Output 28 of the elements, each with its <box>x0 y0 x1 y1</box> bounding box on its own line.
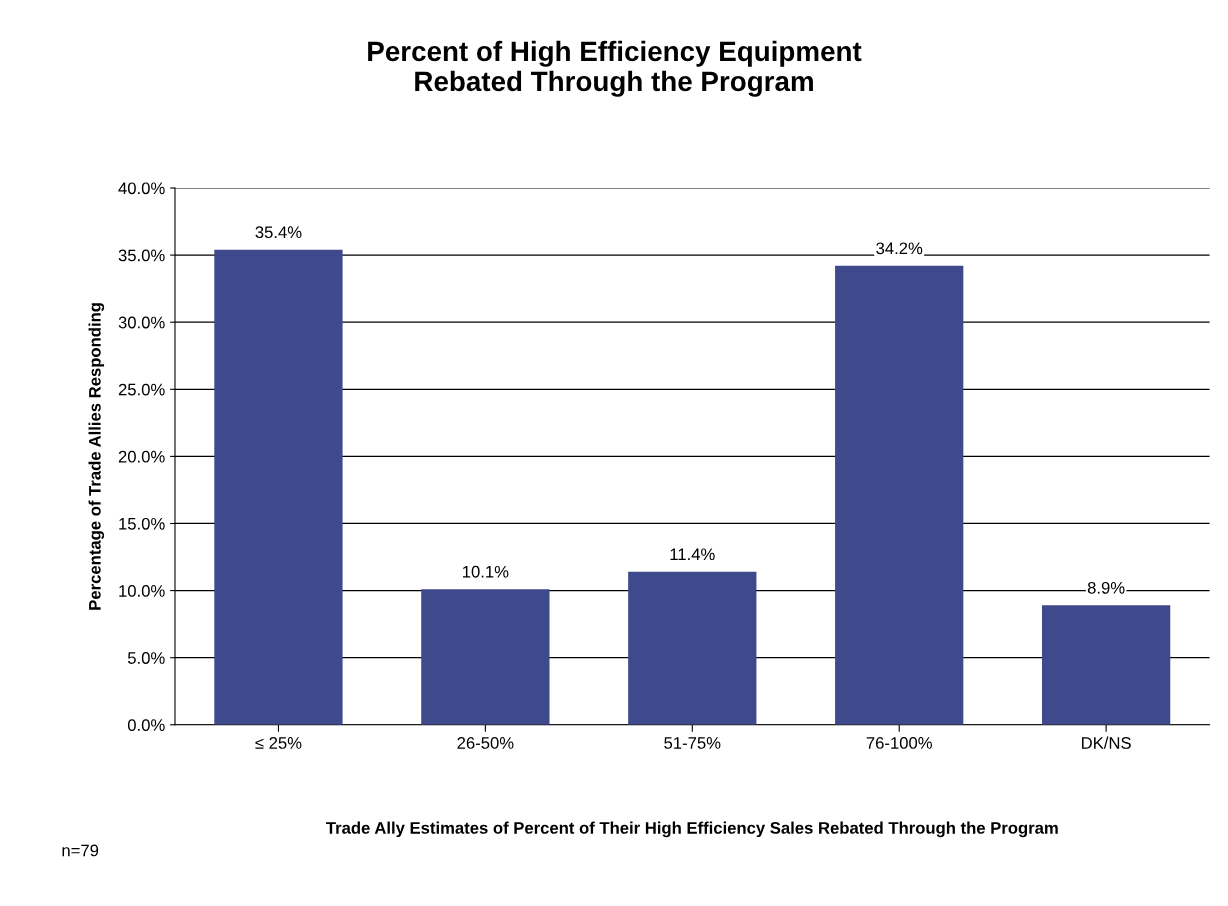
bar <box>421 589 550 725</box>
bar <box>1041 605 1171 725</box>
y-tick-label: 10.0% <box>119 585 165 597</box>
chart-title: Percent of High Efficiency Equipment Rebated Through the Program <box>368 40 862 97</box>
bar <box>628 571 757 725</box>
y-tick-label: 5.0% <box>127 652 165 664</box>
y-tick-label: 25.0% <box>118 383 165 396</box>
y-tick-label: 15.0% <box>119 517 165 530</box>
data-label: 35.4% <box>255 226 302 239</box>
text: n=79 <box>62 844 99 857</box>
data-label: 11.4% <box>670 548 715 561</box>
y-tick-label: 35.0% <box>118 249 165 262</box>
y-tick-label: 20.0% <box>118 450 165 463</box>
bar <box>214 249 343 725</box>
y-axis-title: Percentage of Trade Allies Responding <box>88 303 105 610</box>
y-tick-label: 40.0% <box>118 182 165 195</box>
data-label: 10.1% <box>463 565 509 578</box>
x-tick-label: DK/NS <box>1082 736 1131 749</box>
x-tick-label: 51-75% <box>664 737 721 749</box>
x-tick-label: ≤ 25% <box>255 737 302 749</box>
data-label: 34.2% <box>876 242 923 255</box>
x-tick-label: 26-50% <box>457 737 514 749</box>
data-label: 8.9% <box>1087 581 1125 594</box>
x-axis-title: Trade Ally Estimates of Percent of Their High Efficiency Sales Rebated Through the Program <box>326 821 1058 838</box>
bar <box>835 265 964 725</box>
x-tick-label: 76-100% <box>866 737 932 749</box>
y-tick-label: 30.0% <box>118 316 165 329</box>
y-tick-label: 0.0% <box>127 719 165 731</box>
